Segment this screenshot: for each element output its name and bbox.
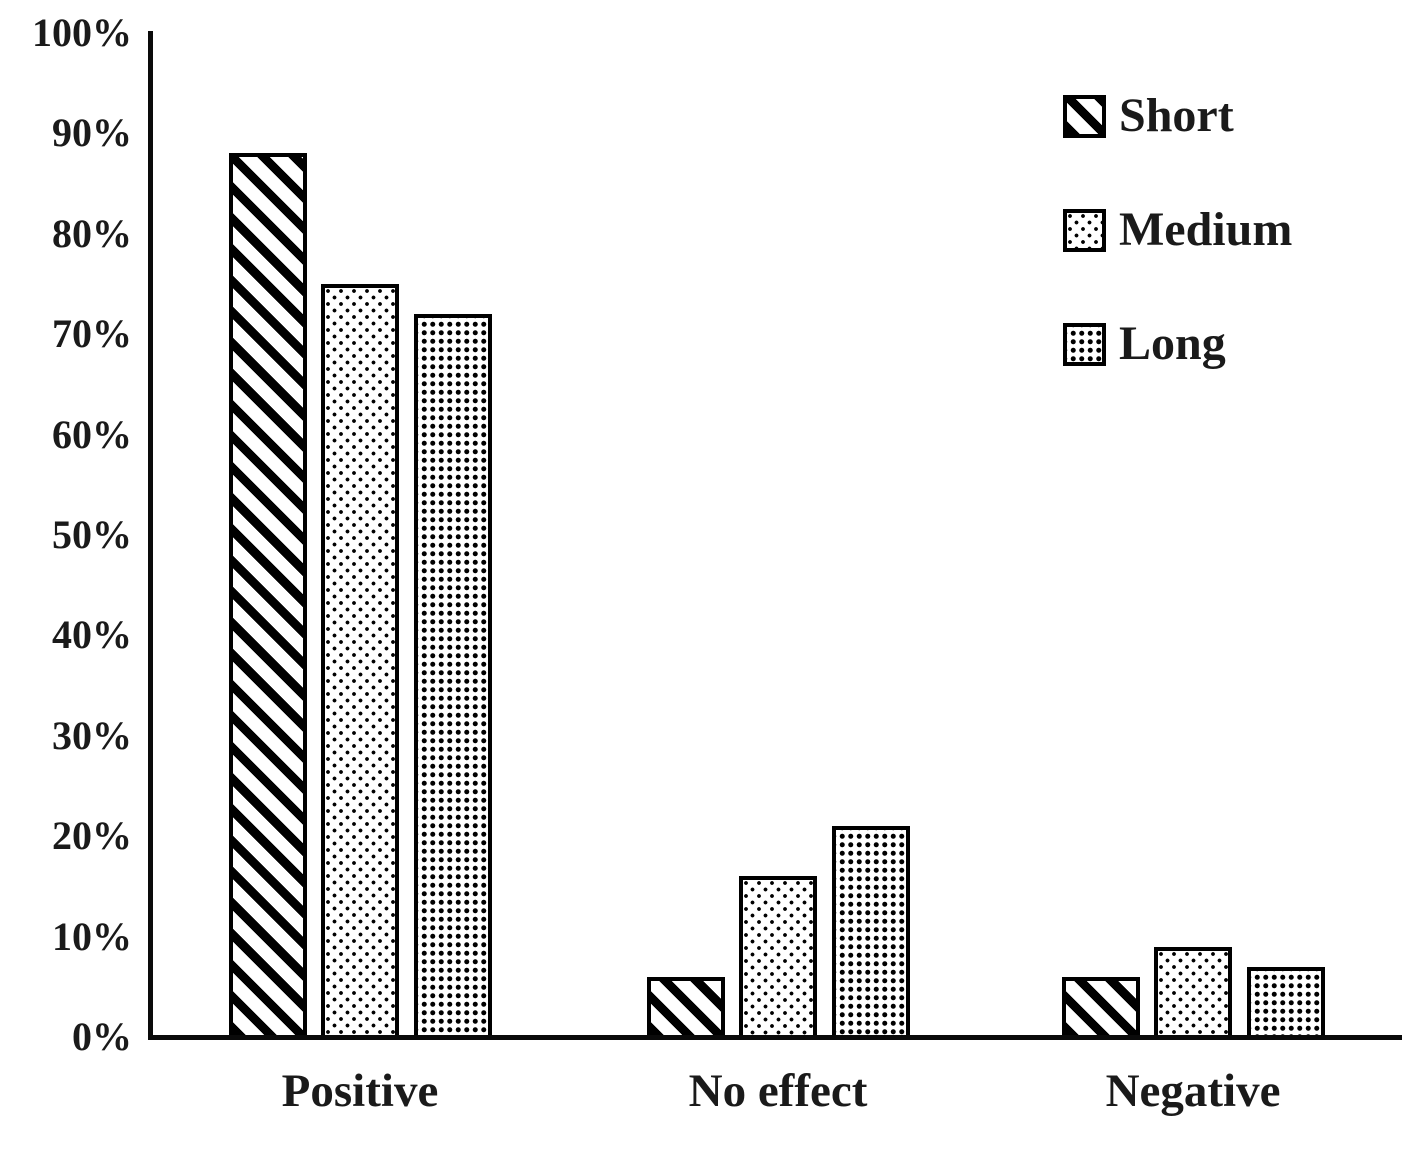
bar-short-no-effect <box>647 977 725 1039</box>
y-tick-label-80-: 80% <box>52 210 132 256</box>
bar-short-negative <box>1062 977 1140 1039</box>
y-tick-label-60-: 60% <box>52 411 132 457</box>
y-tick-label-30-: 30% <box>52 712 132 758</box>
y-axis-line <box>148 31 153 1040</box>
y-tick-label-50-: 50% <box>52 512 132 557</box>
y-tick-label-0-: 0% <box>72 1014 132 1059</box>
legend-item-short: Short <box>1063 92 1234 140</box>
legend-label-medium: Medium <box>1119 203 1293 256</box>
bar-long-positive <box>414 314 492 1039</box>
bar-long-no-effect <box>832 826 910 1039</box>
bar-short-positive <box>229 153 307 1039</box>
x-axis-label-positive: Positive <box>281 1065 439 1117</box>
legend-swatch-medium-pattern-icon <box>1063 208 1106 252</box>
legend-label-long: Long <box>1119 317 1226 370</box>
x-axis-label-no-effect: No effect <box>688 1065 868 1117</box>
y-tick-label-100-: 100% <box>32 10 132 55</box>
y-tick-label-10-: 10% <box>52 913 132 959</box>
x-axis-label-negative: Negative <box>1105 1065 1281 1117</box>
legend-label-short: Short <box>1119 89 1234 142</box>
y-tick-label-20-: 20% <box>52 813 132 859</box>
bar-medium-positive <box>321 284 399 1039</box>
legend-item-medium: Medium <box>1063 206 1292 254</box>
x-axis-line <box>148 1035 1402 1040</box>
legend-swatch-long-pattern-icon <box>1063 322 1106 366</box>
y-tick-label-70-: 70% <box>52 311 132 357</box>
bar-long-negative <box>1247 967 1325 1039</box>
bar-medium-negative <box>1154 947 1232 1039</box>
bar-medium-no-effect <box>739 876 817 1039</box>
legend-item-long: Long <box>1063 320 1226 368</box>
y-tick-label-40-: 40% <box>52 612 132 658</box>
y-tick-label-90-: 90% <box>52 110 132 156</box>
legend-swatch-short-pattern-icon <box>1063 94 1106 138</box>
